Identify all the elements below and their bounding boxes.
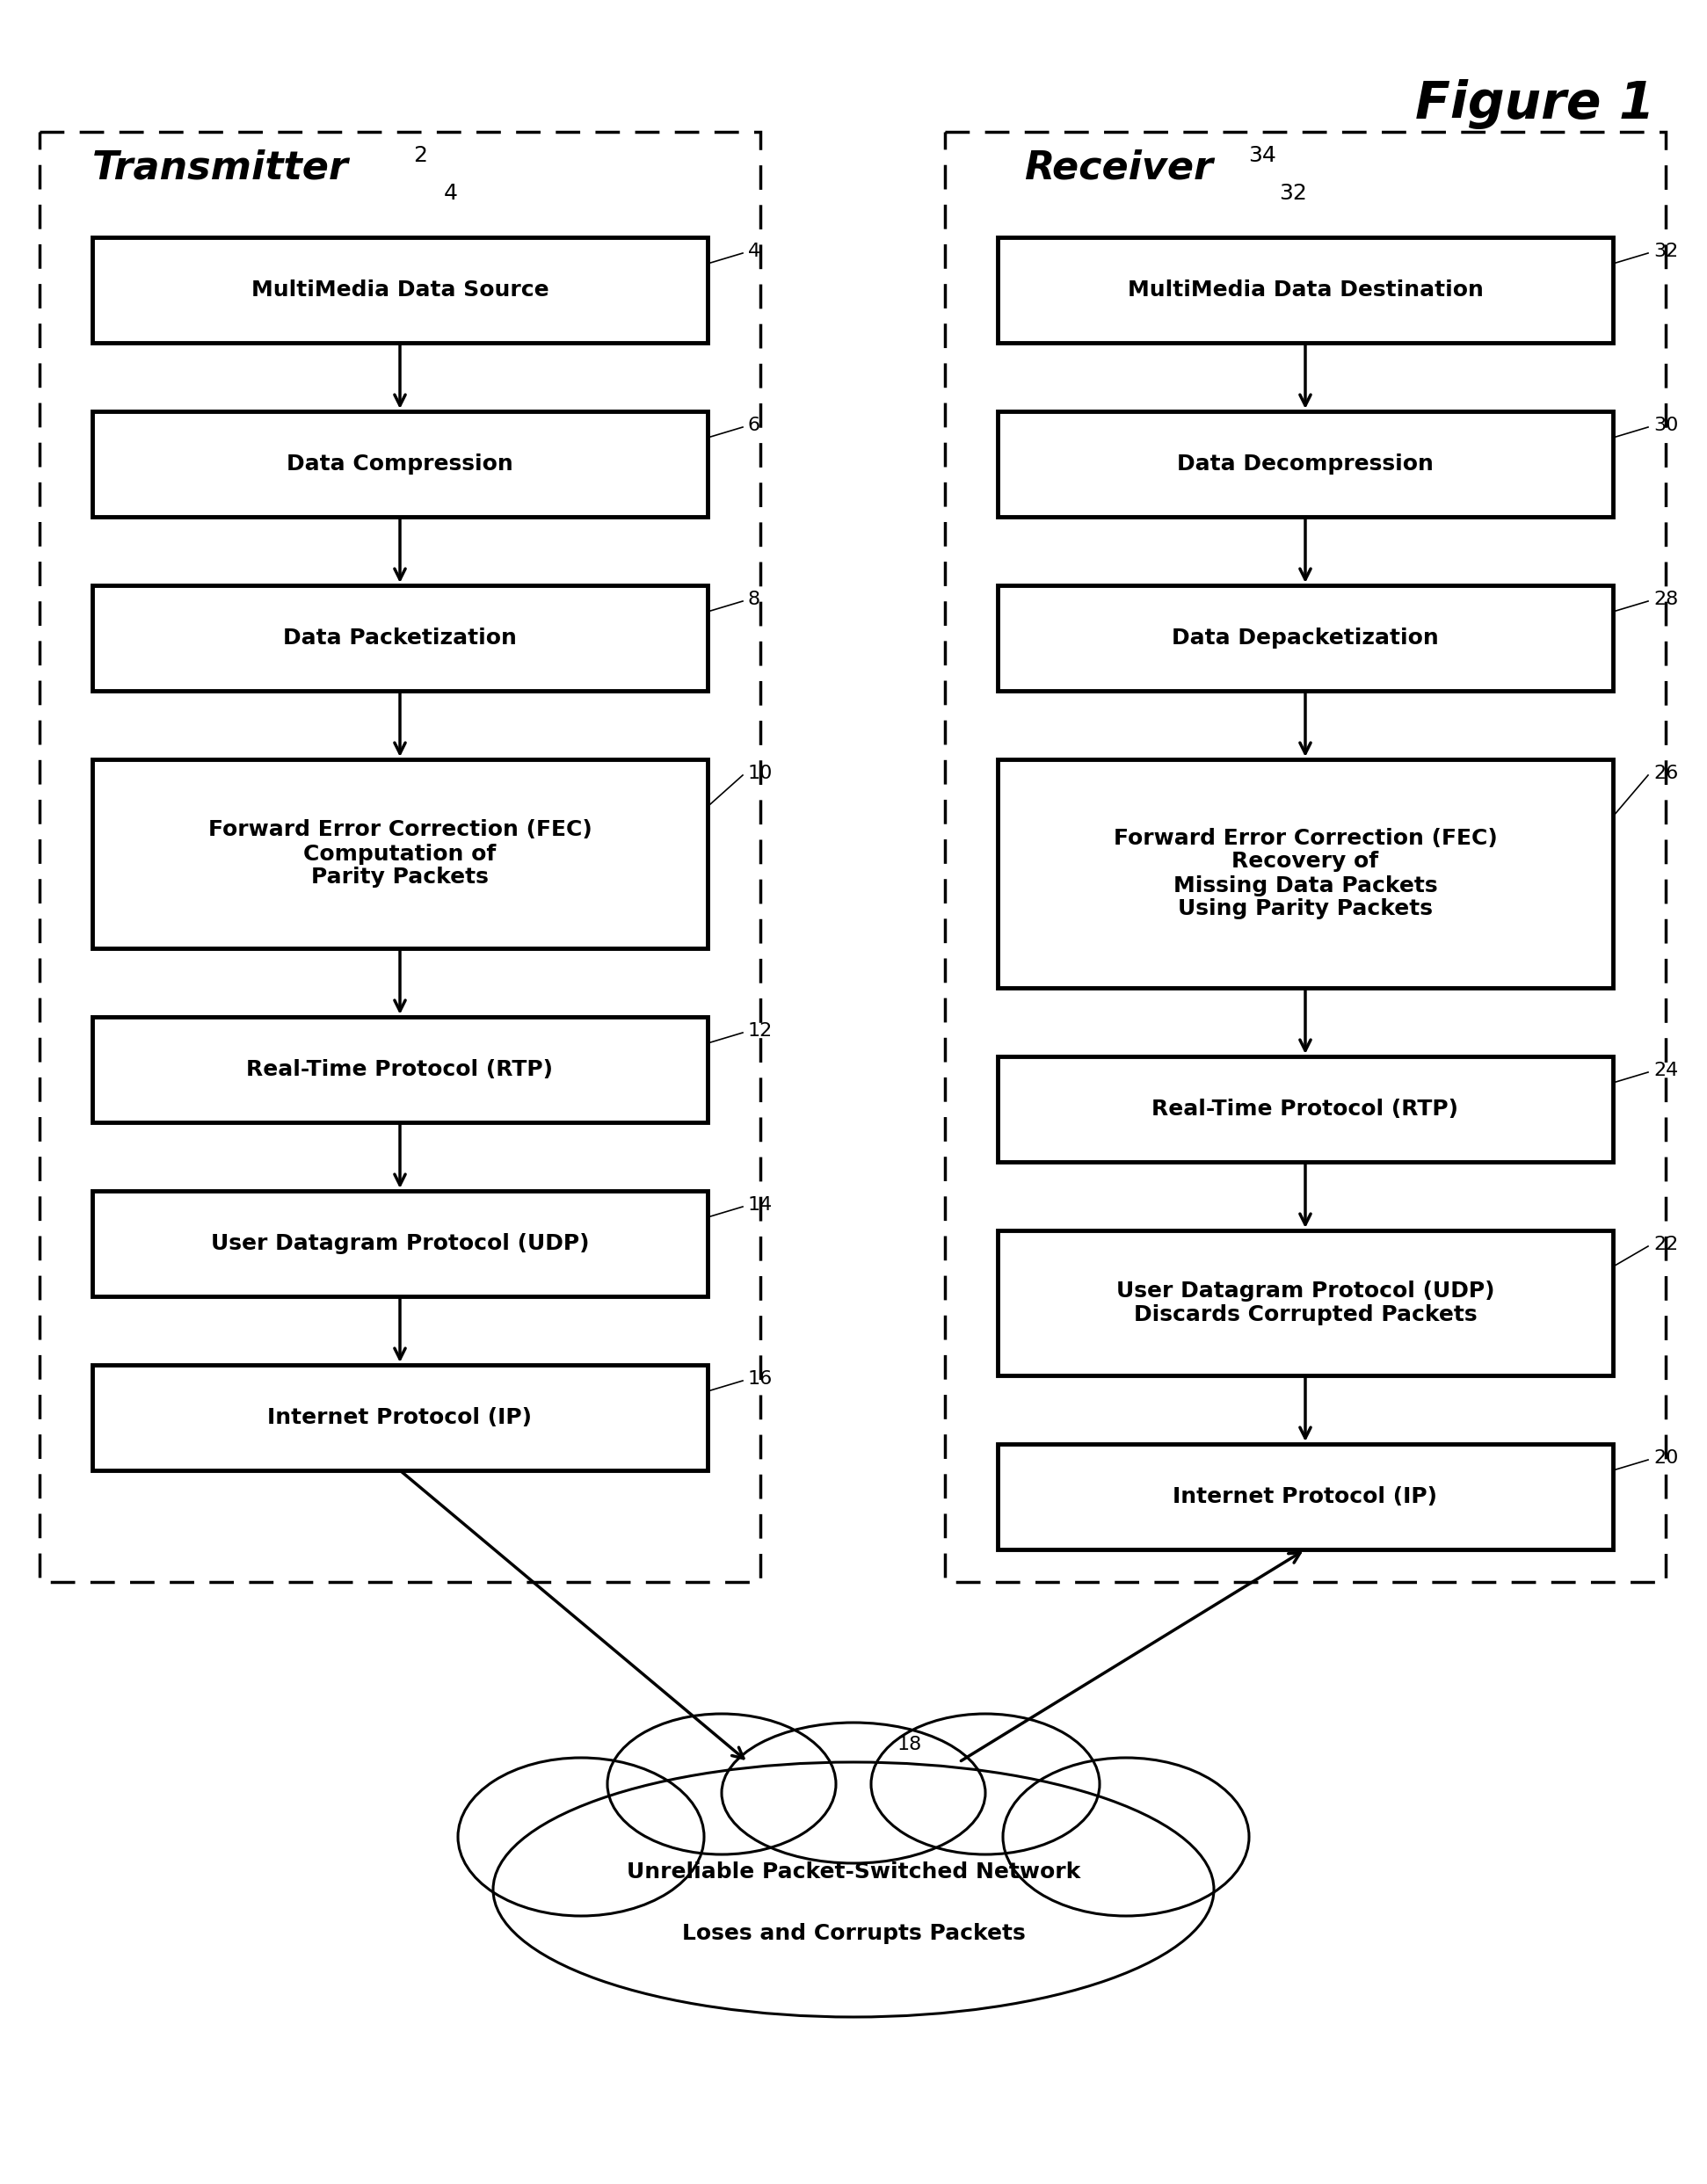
Text: MultiMedia Data Source: MultiMedia Data Source xyxy=(251,280,548,301)
Text: 18: 18 xyxy=(898,1736,922,1754)
Text: User Datagram Protocol (UDP): User Datagram Protocol (UDP) xyxy=(1116,1280,1495,1302)
Ellipse shape xyxy=(608,1714,836,1854)
Text: 2: 2 xyxy=(413,144,427,166)
Text: User Datagram Protocol (UDP): User Datagram Protocol (UDP) xyxy=(210,1234,589,1254)
Bar xyxy=(92,585,708,690)
Text: Missing Data Packets: Missing Data Packets xyxy=(1173,876,1437,895)
Text: 4: 4 xyxy=(748,242,760,260)
Text: Unreliable Packet-Switched Network: Unreliable Packet-Switched Network xyxy=(626,1861,1081,1883)
Text: Real-Time Protocol (RTP): Real-Time Protocol (RTP) xyxy=(246,1059,553,1081)
Text: Data Compression: Data Compression xyxy=(287,454,514,474)
Text: Transmitter: Transmitter xyxy=(92,149,348,188)
Text: 12: 12 xyxy=(748,1022,773,1040)
Text: 6: 6 xyxy=(748,417,760,435)
Text: Figure 1: Figure 1 xyxy=(1415,79,1654,129)
Text: Forward Error Correction (FEC): Forward Error Correction (FEC) xyxy=(208,819,592,841)
Text: Real-Time Protocol (RTP): Real-Time Protocol (RTP) xyxy=(1152,1099,1459,1120)
Text: Receiver: Receiver xyxy=(1024,149,1214,188)
Text: 16: 16 xyxy=(748,1369,773,1387)
Text: 8: 8 xyxy=(748,590,760,607)
Bar xyxy=(92,1018,708,1123)
Text: 24: 24 xyxy=(1654,1061,1678,1079)
Ellipse shape xyxy=(457,1758,703,1915)
Text: Computation of: Computation of xyxy=(304,843,497,865)
Bar xyxy=(92,1365,708,1470)
Text: Recovery of: Recovery of xyxy=(1232,852,1379,871)
Text: Forward Error Correction (FEC): Forward Error Correction (FEC) xyxy=(1113,828,1497,850)
Bar xyxy=(92,411,708,518)
Text: Using Parity Packets: Using Parity Packets xyxy=(1178,898,1432,919)
Text: Data Packetization: Data Packetization xyxy=(283,627,517,649)
Text: 34: 34 xyxy=(1248,144,1277,166)
Ellipse shape xyxy=(1004,1758,1250,1915)
Text: 22: 22 xyxy=(1654,1236,1678,1254)
Text: Data Depacketization: Data Depacketization xyxy=(1171,627,1439,649)
Text: 20: 20 xyxy=(1654,1450,1678,1468)
Ellipse shape xyxy=(871,1714,1099,1854)
Bar xyxy=(997,760,1613,987)
Ellipse shape xyxy=(722,1723,985,1863)
Text: Parity Packets: Parity Packets xyxy=(311,867,488,889)
Text: Loses and Corrupts Packets: Loses and Corrupts Packets xyxy=(681,1922,1026,1944)
Text: 10: 10 xyxy=(748,764,773,782)
Bar xyxy=(997,1230,1613,1376)
Bar xyxy=(997,411,1613,518)
Text: 26: 26 xyxy=(1654,764,1678,782)
Text: 4: 4 xyxy=(444,183,457,203)
Text: Internet Protocol (IP): Internet Protocol (IP) xyxy=(268,1406,533,1428)
Text: Data Decompression: Data Decompression xyxy=(1178,454,1434,474)
Text: 32: 32 xyxy=(1279,183,1308,203)
Text: 30: 30 xyxy=(1654,417,1678,435)
Bar xyxy=(92,760,708,948)
Text: Discards Corrupted Packets: Discards Corrupted Packets xyxy=(1133,1304,1477,1326)
Bar xyxy=(92,1190,708,1297)
Bar xyxy=(946,131,1666,1581)
Bar xyxy=(997,1444,1613,1548)
Bar xyxy=(92,238,708,343)
Bar xyxy=(39,131,760,1581)
Bar xyxy=(997,1057,1613,1162)
Bar xyxy=(997,585,1613,690)
Text: Internet Protocol (IP): Internet Protocol (IP) xyxy=(1173,1485,1437,1507)
Bar xyxy=(997,238,1613,343)
Text: 14: 14 xyxy=(748,1197,773,1214)
Text: 28: 28 xyxy=(1654,590,1678,607)
Text: MultiMedia Data Destination: MultiMedia Data Destination xyxy=(1127,280,1483,301)
Ellipse shape xyxy=(493,1762,1214,2018)
Text: 32: 32 xyxy=(1654,242,1678,260)
